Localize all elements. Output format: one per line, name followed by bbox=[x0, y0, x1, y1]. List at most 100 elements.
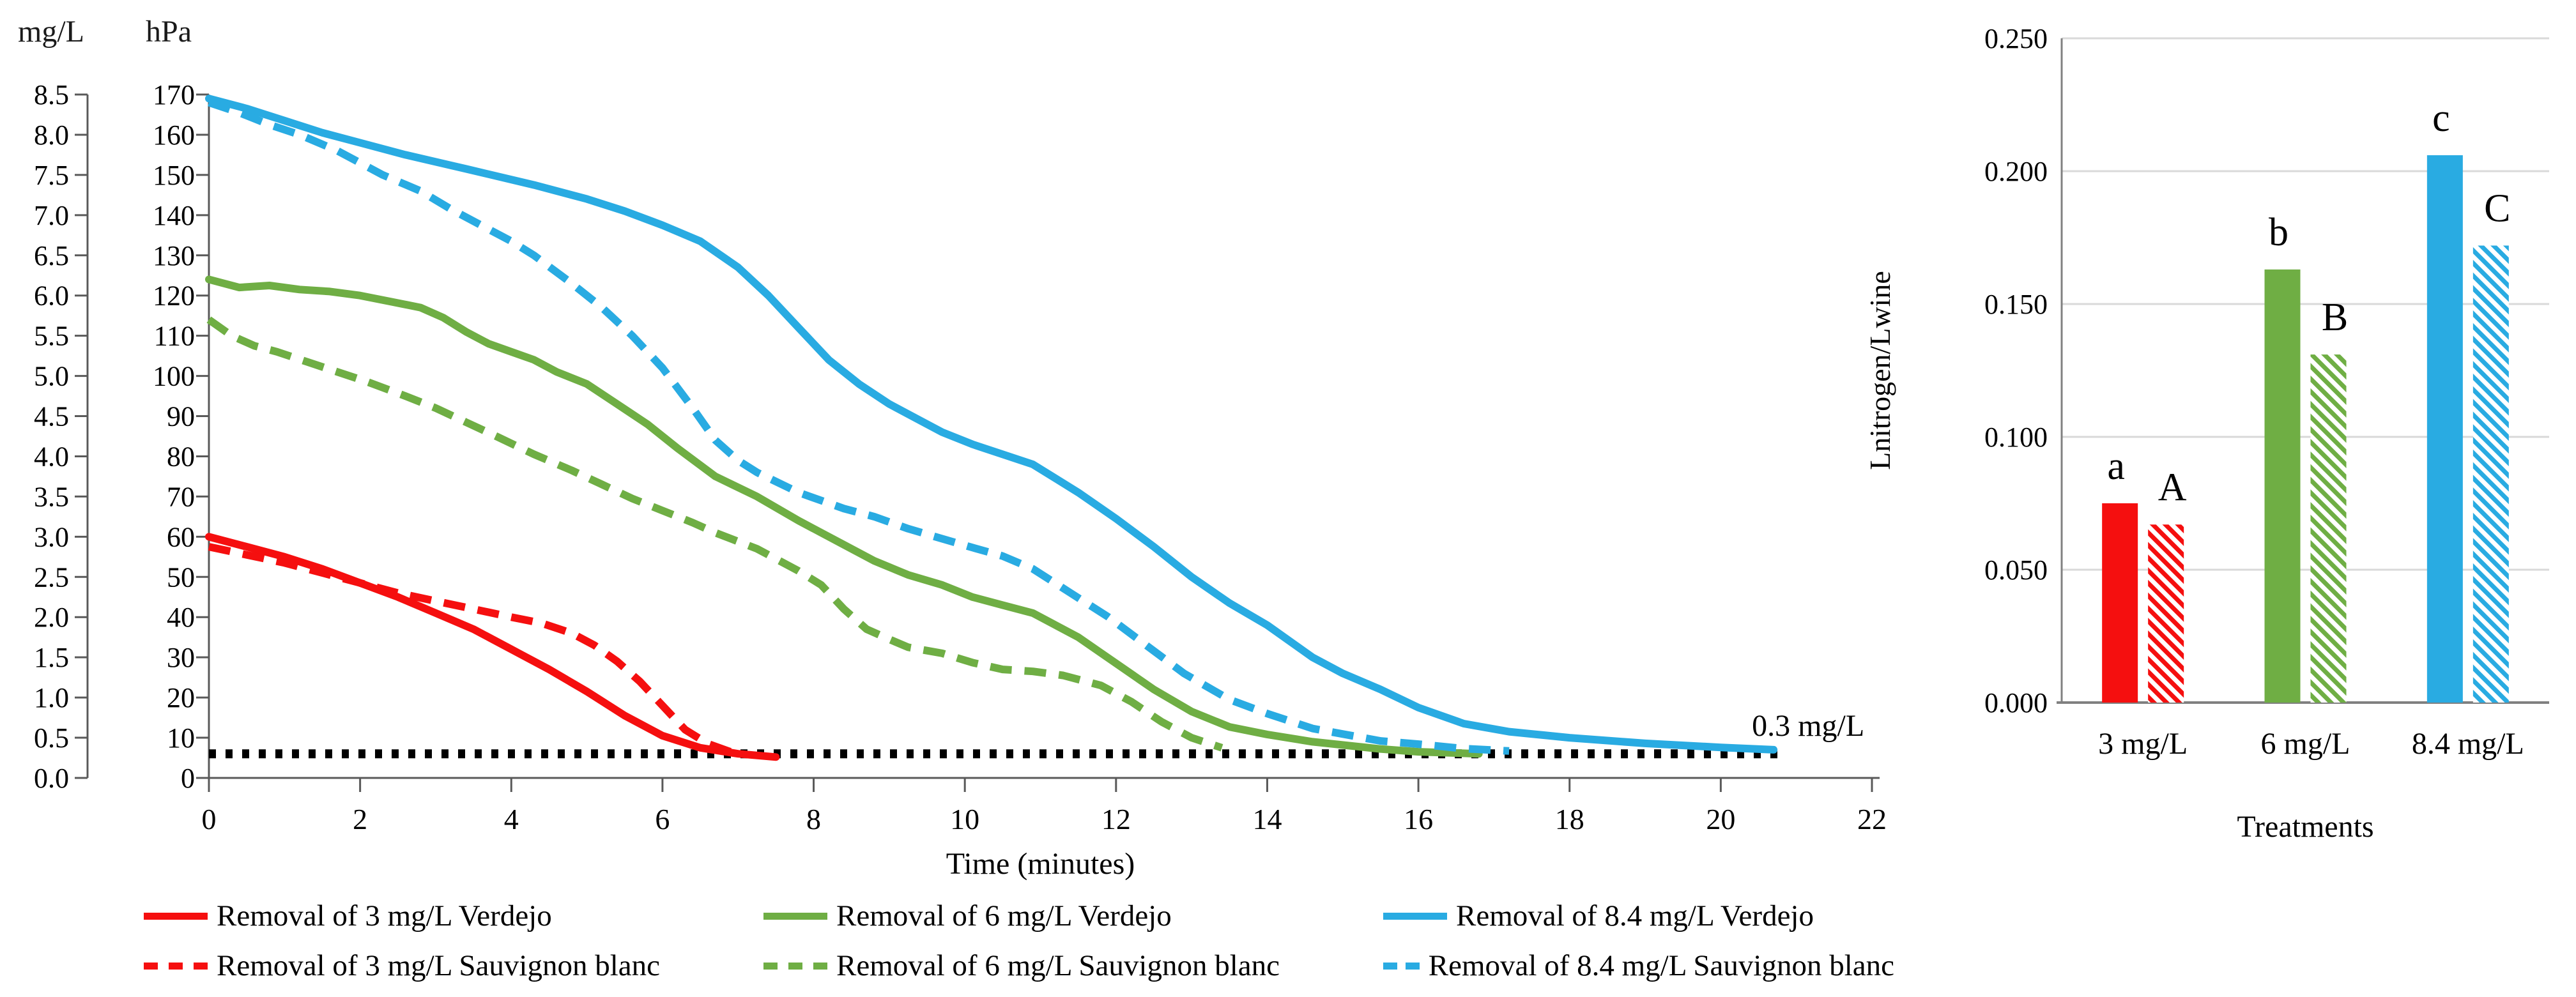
hpa-tick-label: 30 bbox=[167, 642, 195, 673]
red-dashed-line-swatch bbox=[144, 962, 208, 970]
green-dashed-line-swatch bbox=[763, 962, 827, 970]
hpa-tick-label: 40 bbox=[167, 602, 195, 633]
mgl-tick-label: 6.0 bbox=[34, 280, 69, 312]
blue-dashed-line-swatch bbox=[1383, 962, 1420, 970]
mgl-tick-label: 7.0 bbox=[34, 200, 69, 231]
green-solid-line-swatch bbox=[763, 912, 827, 920]
mgl-tick-label: 4.0 bbox=[34, 441, 69, 472]
mgl-tick-label: 1.0 bbox=[34, 682, 69, 713]
blue-solid-line-swatch bbox=[1383, 912, 1447, 920]
hpa-tick-label: 140 bbox=[153, 200, 195, 231]
mgl-tick-label: 2.0 bbox=[34, 602, 69, 633]
legend-item-84mgl-sauvignon: Removal of 8.4 mg/L Sauvignon blanc bbox=[1383, 948, 1894, 983]
bar-y-axis-title: Lnitrogen/Lwine bbox=[1864, 271, 1896, 470]
legend-item-6mgl-verdejo: Removal of 6 mg/L Verdejo bbox=[763, 899, 1383, 933]
line-chart-plot: 8.5 8.0 7.5 7.0 6.5 6.0 5.5 5.0 4.5 4.0 3.5 3.0 2.5 2… bbox=[34, 79, 1887, 881]
time-tick-label: 0 bbox=[202, 803, 217, 835]
x-axis-title: Time (minutes) bbox=[946, 847, 1135, 881]
hpa-tick-label: 90 bbox=[167, 401, 195, 432]
hpa-tick-label: 100 bbox=[153, 361, 195, 392]
reference-line-annotation: 0.3 mg/L bbox=[1752, 709, 1864, 743]
bar-solid-8.4 mg/L bbox=[2426, 155, 2463, 703]
bar-category-label: 8.4 mg/L bbox=[2412, 727, 2524, 761]
bar-hatched-3 mg/L bbox=[2148, 524, 2184, 703]
hpa-tick-label: 110 bbox=[154, 321, 195, 352]
legend-label: Removal of 3 mg/L Verdejo bbox=[217, 899, 552, 932]
time-tick-label: 6 bbox=[655, 803, 670, 835]
bar-chart-plot: 0.250 0.200 0.150 0.100 0.050 0.000 Lnitrogen/… bbox=[1864, 23, 2549, 844]
bar-solid-3 mg/L bbox=[2102, 503, 2138, 703]
mgl-tick-label: 7.5 bbox=[34, 160, 69, 191]
mgl-tick-label: 8.0 bbox=[34, 119, 69, 151]
mgl-tick-label: 5.0 bbox=[34, 361, 69, 392]
time-tick-label: 2 bbox=[353, 803, 367, 835]
primary-axis-unit-label: mg/L bbox=[18, 15, 84, 49]
time-tick-label: 8 bbox=[806, 803, 821, 835]
series-line-2 bbox=[205, 275, 1483, 758]
legend-label: Removal of 8.4 mg/L Sauvignon blanc bbox=[1428, 949, 1894, 982]
series-line-4 bbox=[205, 95, 1778, 754]
series-line-0 bbox=[205, 533, 780, 761]
time-tick-label: 20 bbox=[1706, 803, 1735, 835]
series-line-3 bbox=[206, 316, 1223, 752]
legend-label: Removal of 3 mg/L Sauvignon blanc bbox=[217, 949, 661, 982]
bar-category-label: 3 mg/L bbox=[2098, 727, 2188, 761]
hpa-tick-label: 70 bbox=[167, 481, 195, 512]
bar-category-label: 6 mg/L bbox=[2261, 727, 2350, 761]
bar-ytick-label: 0.000 bbox=[1984, 687, 2048, 719]
hpa-tick-label: 170 bbox=[153, 79, 195, 110]
hpa-tick-label: 60 bbox=[167, 521, 195, 552]
mgl-tick-label: 1.5 bbox=[34, 642, 69, 673]
legend-label: Removal of 6 mg/L Verdejo bbox=[836, 899, 1172, 932]
series-line-5 bbox=[208, 98, 1510, 755]
bar-hatched-8.4 mg/L bbox=[2472, 245, 2509, 703]
mgl-tick-label: 3.0 bbox=[34, 521, 69, 552]
hpa-tick-label: 50 bbox=[167, 561, 195, 593]
hpa-tick-label: 0 bbox=[181, 763, 195, 794]
chart-legend: Removal of 3 mg/L Verdejo Removal of 3 m… bbox=[144, 891, 1894, 991]
nitrogen-consumption-bar-chart: 0.250 0.200 0.150 0.100 0.050 0.000 Lnitrogen/… bbox=[1840, 0, 2576, 997]
bar-ytick-label: 0.050 bbox=[1984, 554, 2048, 586]
bar-letter-lowercase: c bbox=[2432, 96, 2450, 140]
mgl-tick-label: 0.0 bbox=[34, 763, 69, 794]
hpa-tick-label: 20 bbox=[167, 682, 195, 713]
time-tick-label: 16 bbox=[1404, 803, 1433, 835]
mgl-tick-label: 8.5 bbox=[34, 79, 69, 110]
red-solid-line-swatch bbox=[144, 912, 208, 920]
bar-ytick-label: 0.250 bbox=[1984, 23, 2048, 54]
legend-item-84mgl-verdejo: Removal of 8.4 mg/L Verdejo bbox=[1383, 899, 1894, 933]
hpa-tick-label: 80 bbox=[167, 441, 195, 472]
bar-x-axis-title: Treatments bbox=[2237, 810, 2373, 844]
time-tick-label: 18 bbox=[1555, 803, 1584, 835]
mgl-tick-label: 6.5 bbox=[34, 240, 69, 271]
time-tick-label: 4 bbox=[504, 803, 519, 835]
legend-item-6mgl-sauvignon: Removal of 6 mg/L Sauvignon blanc bbox=[763, 948, 1383, 983]
legend-item-3mgl-verdejo: Removal of 3 mg/L Verdejo bbox=[144, 899, 763, 933]
bar-solid-6 mg/L bbox=[2264, 269, 2301, 703]
bar-letter-uppercase: B bbox=[2322, 296, 2348, 339]
mgl-tick-label: 0.5 bbox=[34, 722, 69, 754]
hpa-tick-label: 150 bbox=[153, 160, 195, 191]
bar-ytick-label: 0.100 bbox=[1984, 422, 2048, 453]
bar-letter-uppercase: C bbox=[2484, 186, 2510, 230]
time-tick-label: 10 bbox=[950, 803, 979, 835]
series-line-1 bbox=[208, 543, 732, 756]
time-tick-label: 14 bbox=[1252, 803, 1282, 835]
mgl-tick-label: 3.5 bbox=[34, 481, 69, 512]
legend-label: Removal of 6 mg/L Sauvignon blanc bbox=[836, 949, 1280, 982]
bar-ytick-label: 0.200 bbox=[1984, 156, 2048, 187]
secondary-axis-unit-label: hPa bbox=[146, 15, 192, 49]
bar-letter-lowercase: b bbox=[2269, 211, 2288, 254]
bar-letter-uppercase: A bbox=[2158, 466, 2187, 509]
bar-letter-lowercase: a bbox=[2107, 445, 2125, 488]
legend-label: Removal of 8.4 mg/L Verdejo bbox=[1456, 899, 1814, 932]
time-tick-label: 22 bbox=[1857, 803, 1887, 835]
hpa-tick-label: 10 bbox=[167, 722, 195, 754]
hpa-tick-label: 130 bbox=[153, 240, 195, 271]
mgl-tick-label: 5.5 bbox=[34, 321, 69, 352]
oxygen-removal-line-chart: mg/L hPa 8.5 8.0 7.5 7.0 6.5 6.0 5.5 5.0 4.5 4.0 3… bbox=[18, 15, 1894, 991]
hpa-tick-label: 160 bbox=[153, 119, 195, 151]
bar-ytick-label: 0.150 bbox=[1984, 289, 2048, 320]
legend-item-3mgl-sauvignon: Removal of 3 mg/L Sauvignon blanc bbox=[144, 948, 763, 983]
